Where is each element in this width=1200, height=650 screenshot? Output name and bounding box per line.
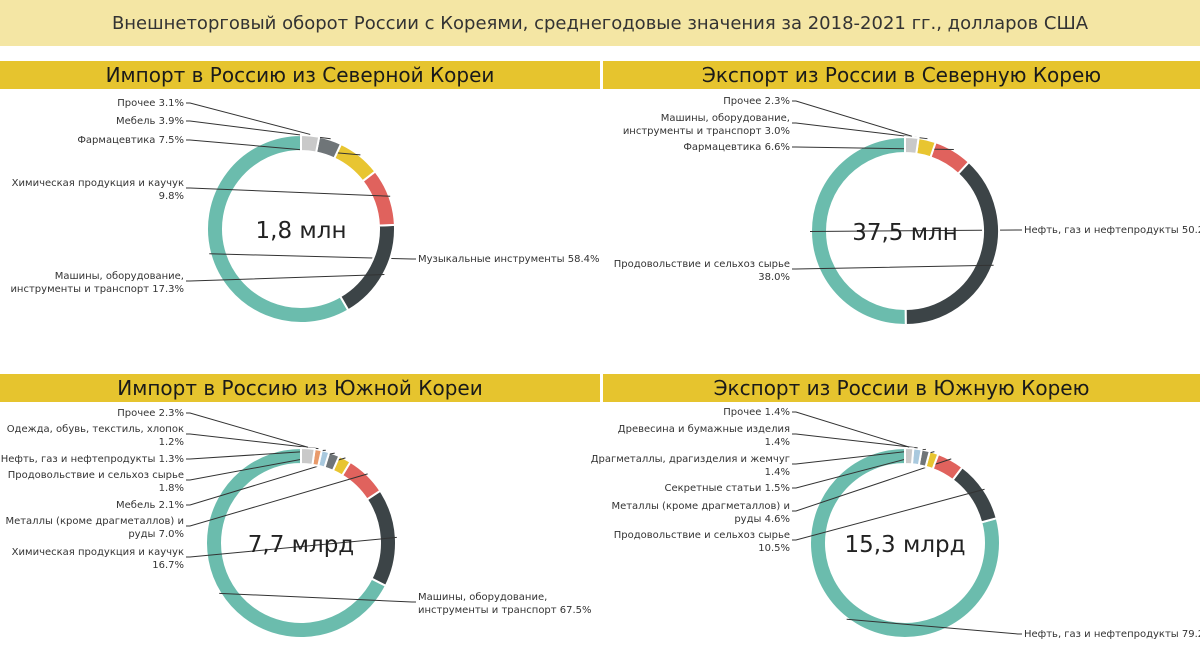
leader-line — [219, 592, 416, 603]
donut-chart: Музыкальные инструменты 58.4% Машины, обо… — [10, 98, 600, 324]
slice-label: Прочее 2.3% — [723, 96, 790, 107]
donut-slice — [340, 460, 382, 501]
donut-chart: Нефть, газ и нефтепродукты 79.2% Продовол… — [591, 407, 1200, 640]
leader-line — [792, 100, 912, 137]
center-total: 37,5 млн — [852, 220, 958, 246]
donut-slice — [300, 446, 316, 466]
slice-label: Секретные статьи 1.5% — [664, 483, 790, 494]
panel-title: Экспорт из России в Северную Корею — [701, 63, 1102, 87]
slice-label: Фармацевтика 6.6% — [683, 142, 790, 153]
leader-line — [186, 274, 385, 282]
panel-header-import-north: Импорт в Россию из Северной Кореи — [0, 61, 600, 89]
leader-line — [792, 122, 928, 140]
leader-line — [792, 264, 994, 270]
leader-line — [186, 452, 335, 481]
slice-label: Металлы (кроме драгметаллов) и руды 4.6% — [611, 501, 790, 525]
donut-slice — [951, 465, 998, 524]
slice-label: Машины, оборудование, инструменты и транс… — [10, 271, 184, 295]
slice-label: Прочее 1.4% — [723, 407, 790, 418]
donut-slice — [332, 142, 377, 183]
slice-label: Металлы (кроме драгметаллов) и руды 7.0% — [5, 516, 184, 540]
center-total: 15,3 млрд — [844, 532, 965, 558]
slice-label: Машины, оборудование, инструменты и транс… — [623, 113, 790, 137]
leader-line — [186, 536, 397, 558]
center-total: 1,8 млн — [256, 218, 347, 244]
leader-line — [809, 229, 1022, 232]
donut-slice — [365, 489, 397, 588]
panel-header-export-south: Экспорт из России в Южную Корею — [603, 374, 1200, 402]
title-bar: Внешнеторговый оборот России с Кореями, … — [0, 0, 1200, 46]
slice-label: Нефть, газ и нефтепродукты 79.2% — [1024, 629, 1200, 640]
leader-line — [209, 253, 416, 260]
donut-slice — [904, 135, 920, 155]
leader-line — [186, 433, 319, 450]
leader-line — [792, 433, 918, 449]
leader-line — [186, 457, 346, 506]
donut-chart: Машины, оборудование, инструменты и транс… — [1, 408, 592, 639]
leader-line — [186, 473, 368, 527]
donut-slice — [929, 140, 971, 176]
slice-label: Нефть, газ и нефтепродукты 50.2% — [1024, 225, 1200, 236]
leader-line — [186, 187, 391, 197]
leader-line — [792, 411, 910, 448]
leader-line — [792, 451, 935, 489]
slice-label: Фармацевтика 7.5% — [77, 135, 184, 146]
donut-slice — [931, 452, 964, 482]
donut-slice — [361, 169, 396, 227]
leader-line — [846, 618, 1022, 635]
donut-slice — [809, 446, 1001, 639]
slice-label: Химическая продукция и каучук 16.7% — [12, 547, 184, 571]
slice-label: Прочее 3.1% — [117, 98, 184, 109]
slice-label: Мебель 2.1% — [116, 500, 184, 511]
donut-chart: Нефть, газ и нефтепродукты 50.2% Продовол… — [614, 96, 1200, 327]
slice-label: Продовольствие и сельхоз сырье 10.5% — [614, 530, 790, 554]
panel-title: Импорт в Россию из Южной Кореи — [117, 376, 483, 400]
slice-label: Нефть, газ и нефтепродукты 1.3% — [1, 454, 184, 465]
leader-line — [792, 448, 926, 465]
leader-line — [186, 102, 311, 135]
leader-line — [186, 412, 309, 448]
slice-label: Прочее 2.3% — [117, 408, 184, 419]
slice-label: Продовольствие и сельхоз сырье 38.0% — [614, 259, 790, 283]
slice-label: Одежда, обувь, текстиль, хлопок 1.2% — [7, 424, 184, 448]
main-title: Внешнеторговый оборот России с Кореями, … — [111, 12, 1089, 34]
leader-line — [186, 449, 326, 460]
donut-slice — [338, 223, 396, 312]
leader-line — [792, 488, 985, 541]
slice-label: Древесина и бумажные изделия 1.4% — [618, 424, 790, 448]
donut-slice — [300, 133, 321, 154]
panel-title: Импорт в Россию из Северной Кореи — [105, 63, 495, 87]
donut-slice — [904, 160, 1000, 327]
slice-label: Драгметаллы, драгизделия и жемчуг 1.4% — [591, 454, 790, 478]
donut-slice — [915, 136, 937, 159]
center-total: 7,7 млрд — [248, 532, 354, 558]
panel-title: Экспорт из России в Южную Корею — [713, 376, 1090, 400]
slice-label: Музыкальные инструменты 58.4% — [418, 254, 600, 265]
leader-line — [186, 120, 331, 140]
slice-label: Химическая продукция и каучук 9.8% — [12, 178, 184, 202]
slice-label: Продовольствие и сельхоз сырье 1.8% — [8, 470, 184, 494]
panel-header-export-north: Экспорт из России в Северную Корею — [603, 61, 1200, 89]
donut-slice — [904, 446, 915, 466]
slice-label: Машины, оборудование, инструменты и транс… — [418, 592, 592, 616]
leader-line — [792, 458, 952, 512]
panel-header-import-south: Импорт в Россию из Южной Кореи — [0, 374, 600, 402]
slice-label: Мебель 3.9% — [116, 116, 184, 127]
leader-line — [792, 146, 954, 151]
